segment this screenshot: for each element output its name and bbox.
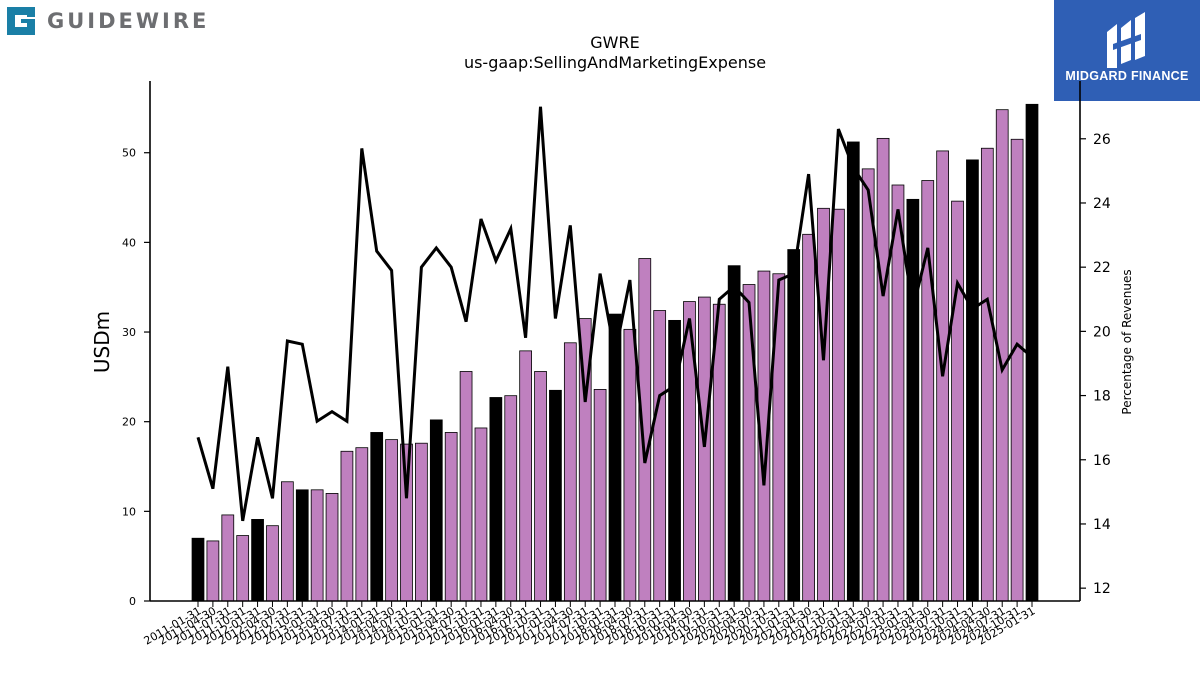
bar: [206, 540, 220, 602]
y2-tick-label: 12: [1093, 581, 1111, 597]
y2-tick-label: 26: [1093, 132, 1111, 148]
y-axis-label: USDm: [90, 311, 114, 373]
bar: [504, 395, 518, 602]
chart-title: GWRE: [590, 33, 639, 52]
y-tick-label: 20: [122, 416, 136, 429]
bar: [608, 313, 622, 602]
bar: [310, 489, 324, 602]
bars-layer: [191, 103, 1039, 602]
bar: [325, 493, 339, 602]
bar: [1010, 138, 1024, 602]
bar: [787, 249, 801, 602]
brand-text: MIDGARD FINANCE: [1065, 69, 1189, 83]
bar: [385, 439, 398, 602]
bar: [534, 371, 547, 602]
bar: [459, 371, 473, 602]
bar: [966, 159, 979, 602]
bar: [191, 537, 205, 602]
bar: [474, 427, 488, 602]
bar: [444, 432, 458, 602]
bar: [400, 443, 413, 602]
bar: [280, 481, 294, 602]
axes-layer: 0102030405012141618202224262011-01-31201…: [122, 81, 1111, 648]
y2-tick-label: 24: [1093, 196, 1111, 212]
bar: [742, 284, 756, 602]
bar: [266, 525, 279, 602]
bar: [832, 208, 845, 602]
company-logo-text: GUIDEWIRE: [47, 9, 210, 33]
bar: [861, 168, 875, 602]
percentage-line: [196, 106, 1033, 522]
bar: [251, 519, 264, 602]
y-tick-label: 10: [122, 505, 136, 518]
bar: [698, 296, 711, 602]
y2-tick-label: 14: [1093, 517, 1111, 533]
y2-tick-label: 20: [1093, 324, 1111, 340]
bar: [489, 397, 503, 602]
guidewire-logo-icon: [7, 7, 35, 35]
y-tick-label: 0: [129, 595, 136, 608]
bar: [846, 141, 860, 602]
y2-axis-label: Percentage of Revenues: [1120, 269, 1134, 414]
bar: [951, 200, 964, 602]
bar: [355, 447, 369, 602]
y-tick-label: 40: [122, 236, 136, 249]
bar: [519, 350, 533, 602]
y2-tick-label: 16: [1093, 453, 1111, 469]
bar: [236, 535, 250, 602]
bar: [876, 137, 890, 602]
bar: [340, 450, 354, 602]
y2-tick-label: 22: [1093, 260, 1111, 276]
bar: [415, 442, 428, 602]
midgard-logo-icon: [1107, 12, 1145, 68]
bar: [563, 342, 577, 602]
bar: [295, 489, 309, 602]
bar: [906, 198, 920, 602]
chart-subtitle: us-gaap:SellingAndMarketingExpense: [464, 53, 766, 72]
bar: [221, 514, 235, 602]
bar: [593, 389, 607, 602]
line-layer: [196, 106, 1033, 522]
bar: [549, 389, 562, 602]
bar: [653, 310, 667, 602]
midgard-finance-brand: MIDGARD FINANCE: [1054, 0, 1200, 101]
bar: [429, 419, 443, 602]
bar: [370, 432, 384, 602]
y-tick-label: 50: [122, 147, 136, 160]
bar: [980, 147, 994, 602]
bar: [802, 233, 815, 602]
bar: [921, 180, 935, 602]
bar: [817, 207, 830, 602]
y-tick-label: 30: [122, 326, 136, 339]
bar: [891, 184, 905, 602]
guidewire-logo: GUIDEWIRE: [5, 4, 209, 38]
y2-tick-label: 18: [1093, 389, 1111, 405]
bar: [623, 328, 637, 602]
bar: [727, 265, 741, 602]
